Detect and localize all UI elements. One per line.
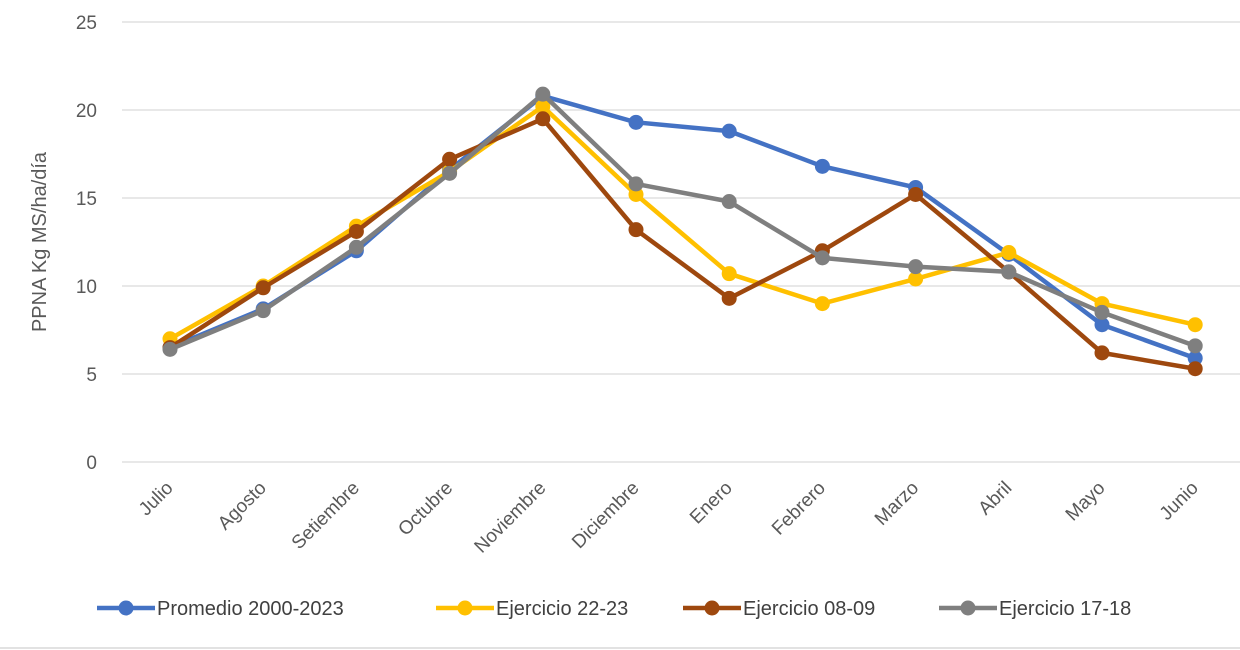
x-tick-label: Noviembre bbox=[471, 478, 551, 558]
data-point bbox=[162, 341, 178, 357]
series-2 bbox=[162, 98, 1203, 347]
data-point bbox=[255, 280, 271, 296]
gridlines bbox=[122, 21, 1240, 463]
data-point bbox=[628, 114, 644, 130]
data-point bbox=[1187, 350, 1203, 366]
legend-label: Ejercicio 17-18 bbox=[999, 598, 1131, 620]
y-axis-ticks: 0 5 10 15 20 25 bbox=[76, 13, 97, 474]
data-point bbox=[1001, 245, 1017, 261]
legend-swatch-marker bbox=[960, 600, 976, 616]
data-point bbox=[908, 259, 924, 275]
data-point bbox=[908, 186, 924, 202]
data-point bbox=[721, 266, 737, 282]
x-tick-label: Junio bbox=[1156, 478, 1203, 525]
data-point bbox=[1187, 361, 1203, 377]
legend-swatch-marker bbox=[457, 600, 473, 616]
legend-label: Ejercicio 22-23 bbox=[496, 598, 628, 620]
data-point bbox=[721, 290, 737, 306]
x-tick-label: Abril bbox=[975, 478, 1017, 520]
data-point bbox=[255, 303, 271, 319]
x-tick-label: Octubre bbox=[394, 478, 457, 541]
y-tick-label: 0 bbox=[86, 453, 97, 474]
data-point bbox=[721, 194, 737, 210]
x-tick-label: Enero bbox=[686, 478, 737, 529]
series-4 bbox=[162, 86, 1203, 357]
legend-item: Promedio 2000-2023 bbox=[97, 598, 344, 620]
data-point bbox=[535, 86, 551, 102]
series-layer bbox=[162, 86, 1203, 377]
data-point bbox=[1187, 338, 1203, 354]
legend-item: Ejercicio 17-18 bbox=[939, 598, 1131, 620]
y-tick-label: 5 bbox=[86, 365, 97, 386]
legend-label: Promedio 2000-2023 bbox=[157, 598, 344, 620]
data-point bbox=[628, 186, 644, 202]
y-tick-label: 20 bbox=[76, 101, 97, 122]
data-point bbox=[814, 158, 830, 174]
data-point bbox=[535, 111, 551, 127]
series-line bbox=[167, 91, 1198, 352]
legend: Promedio 2000-2023 Ejercicio 22-23 Ejercic… bbox=[97, 598, 1131, 620]
data-point bbox=[348, 239, 364, 255]
data-point bbox=[1001, 264, 1017, 280]
x-tick-label: Julio bbox=[135, 478, 177, 520]
series-line bbox=[167, 104, 1198, 342]
series-1 bbox=[162, 88, 1203, 366]
legend-item: Ejercicio 08-09 bbox=[683, 598, 875, 620]
x-tick-label: Diciembre bbox=[568, 478, 643, 553]
y-tick-label: 15 bbox=[76, 189, 97, 210]
data-point bbox=[908, 271, 924, 287]
legend-swatch-marker bbox=[118, 600, 134, 616]
data-point bbox=[442, 151, 458, 167]
legend-item: Ejercicio 22-23 bbox=[436, 598, 628, 620]
legend-label: Ejercicio 08-09 bbox=[743, 598, 875, 620]
series-line bbox=[167, 116, 1198, 371]
data-point bbox=[814, 250, 830, 266]
data-point bbox=[721, 123, 737, 139]
data-point bbox=[442, 165, 458, 181]
x-tick-label: Febrero bbox=[768, 478, 830, 540]
data-point bbox=[628, 222, 644, 238]
data-point bbox=[814, 296, 830, 312]
series-3 bbox=[162, 111, 1203, 377]
data-point bbox=[1094, 317, 1110, 333]
x-tick-label: Setiembre bbox=[288, 478, 364, 554]
data-point bbox=[628, 176, 644, 192]
data-point bbox=[1187, 317, 1203, 333]
x-tick-label: Agosto bbox=[214, 478, 271, 535]
data-point bbox=[535, 98, 551, 114]
x-axis-ticks: Julio Agosto Setiembre Octubre Noviembre Dici… bbox=[135, 478, 1203, 558]
data-point bbox=[1094, 345, 1110, 361]
x-tick-label: Marzo bbox=[871, 478, 923, 530]
legend-swatch-marker bbox=[704, 600, 720, 616]
y-tick-label: 10 bbox=[76, 277, 97, 298]
data-point bbox=[1094, 304, 1110, 320]
y-tick-label: 25 bbox=[76, 13, 97, 34]
x-tick-label: Mayo bbox=[1062, 478, 1110, 526]
series-line bbox=[167, 93, 1198, 361]
y-axis-title: PPNA Kg MS/ha/día bbox=[29, 151, 51, 332]
data-point bbox=[348, 223, 364, 239]
